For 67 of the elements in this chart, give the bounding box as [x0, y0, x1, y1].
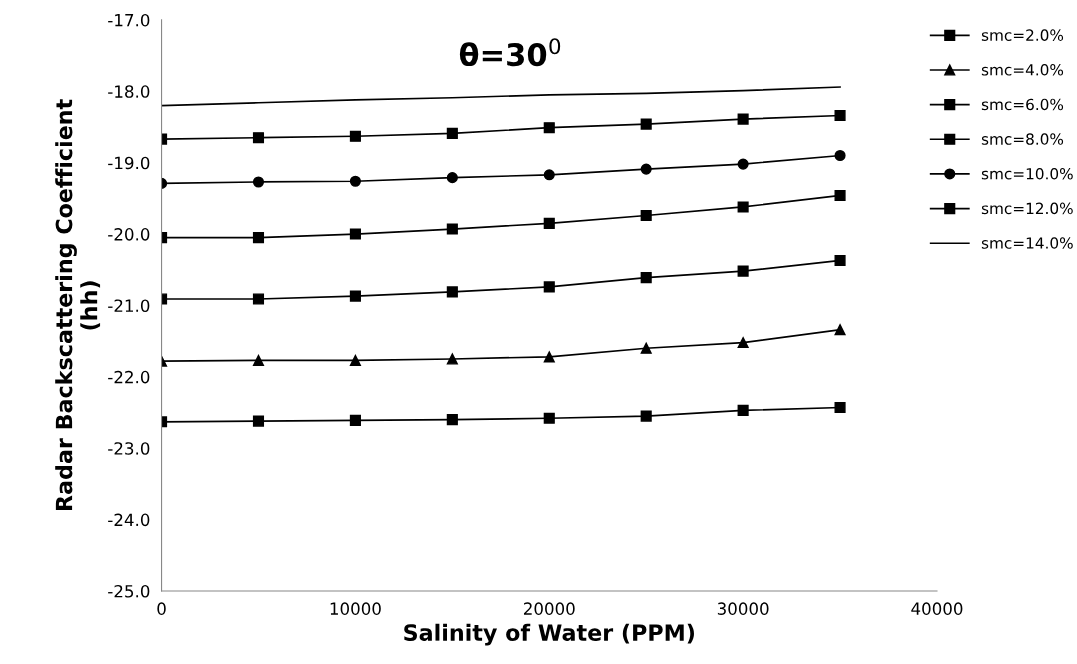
y-tick-label: -24.0 [108, 513, 150, 527]
point [349, 175, 361, 187]
point [349, 130, 361, 142]
y-tick-label: -17.0 [108, 13, 150, 27]
text: θ=30$^{0}$ [459, 38, 561, 67]
point [834, 254, 846, 267]
legend-label: smc=10.0% [981, 167, 1073, 180]
point [349, 354, 361, 366]
point [834, 401, 846, 414]
x-tick-label: 10000 [330, 602, 381, 615]
point [543, 217, 555, 229]
x-tick-label: 0 [157, 602, 166, 615]
point [640, 209, 652, 222]
point [446, 286, 458, 298]
y-tick-label: -23.0 [108, 442, 150, 455]
point [252, 176, 265, 188]
point [543, 122, 555, 134]
legend-label: smc=4.0% [981, 64, 1064, 76]
point [640, 272, 652, 284]
x-tick-label: 30000 [717, 602, 769, 615]
point [834, 189, 846, 202]
point [834, 110, 846, 122]
point [543, 169, 555, 181]
legend-label: smc=6.0% [981, 98, 1064, 111]
point [252, 132, 265, 144]
line-series [161, 86, 841, 107]
point [446, 127, 458, 139]
point [349, 290, 361, 302]
point [252, 293, 265, 305]
point [446, 172, 458, 184]
x-tick-label: 40000 [911, 602, 963, 615]
y-tick-label: -18.0 [108, 85, 150, 98]
point [737, 404, 749, 416]
legend-label: smc=12.0% [981, 202, 1073, 215]
y-tick-label: -22.0 [108, 370, 150, 384]
point [252, 354, 265, 366]
legend-label: smc=14.0% [981, 237, 1073, 249]
point [737, 113, 749, 125]
y-tick-label: -25.0 [108, 584, 150, 598]
y-tick-label: -19.0 [108, 156, 150, 170]
point [543, 351, 555, 363]
point [640, 118, 652, 130]
x-axis-title: Salinity of Water (PPM) [404, 623, 694, 646]
point [252, 232, 265, 244]
point [640, 163, 652, 175]
point [640, 410, 652, 422]
point [349, 414, 361, 426]
y-axis-title: Radar Backscattering Coefficient (hh) [55, 99, 101, 511]
point [737, 337, 749, 349]
point [349, 228, 361, 240]
point [446, 223, 458, 235]
point [446, 353, 458, 365]
point [737, 265, 749, 277]
x-tick-label: 20000 [523, 602, 575, 615]
point [543, 281, 555, 293]
y-tick-label: -21.0 [108, 299, 150, 313]
point [446, 414, 458, 426]
legend-label: smc=8.0% [981, 133, 1064, 145]
legend-label: smc=2.0% [981, 29, 1064, 41]
point [640, 342, 652, 354]
y-tick-label: -20.0 [108, 228, 150, 241]
point [252, 415, 265, 427]
point [737, 158, 749, 170]
point [737, 201, 749, 213]
point [543, 412, 555, 424]
point [834, 149, 846, 162]
point [834, 324, 846, 336]
